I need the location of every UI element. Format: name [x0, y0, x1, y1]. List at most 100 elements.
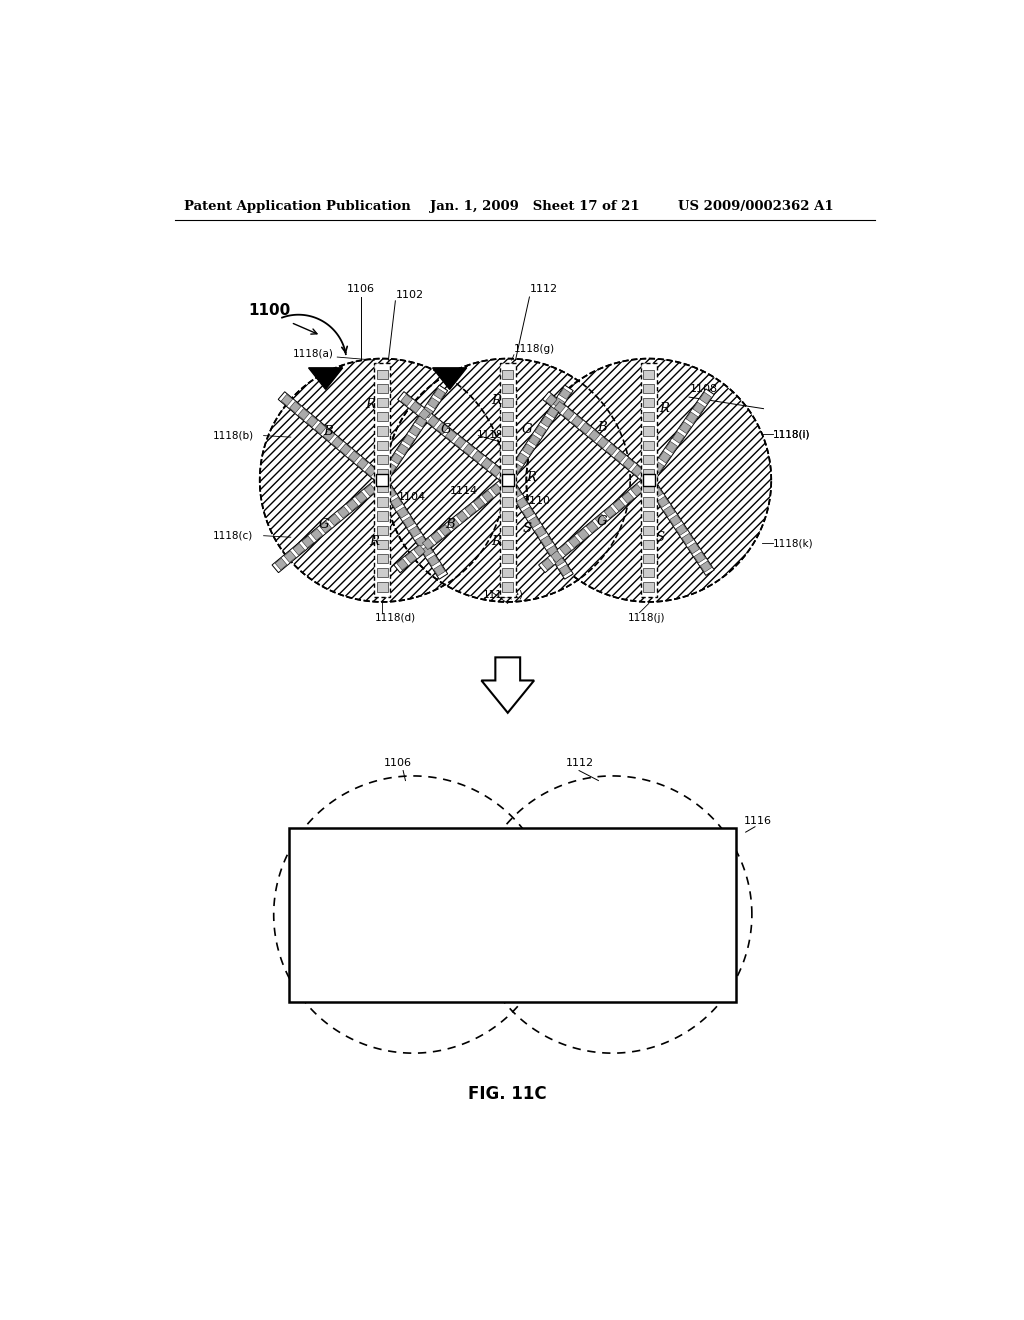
Bar	[643, 384, 654, 393]
Polygon shape	[419, 408, 430, 420]
Bar	[377, 568, 388, 577]
Polygon shape	[535, 527, 546, 537]
Polygon shape	[546, 395, 557, 405]
Polygon shape	[455, 437, 466, 449]
Polygon shape	[699, 392, 712, 404]
Bar	[502, 469, 513, 478]
Polygon shape	[700, 561, 712, 573]
Bar	[377, 412, 388, 421]
Polygon shape	[528, 516, 540, 528]
Polygon shape	[428, 397, 439, 409]
Polygon shape	[365, 484, 376, 496]
Polygon shape	[547, 407, 558, 418]
Polygon shape	[673, 432, 684, 444]
Text: 1108: 1108	[690, 384, 718, 395]
Polygon shape	[693, 403, 705, 413]
Polygon shape	[645, 471, 657, 483]
Polygon shape	[340, 444, 351, 455]
Polygon shape	[595, 513, 607, 525]
Polygon shape	[397, 392, 511, 484]
Polygon shape	[631, 484, 643, 496]
Polygon shape	[391, 498, 402, 508]
Polygon shape	[516, 453, 527, 465]
Polygon shape	[434, 565, 445, 576]
Polygon shape	[394, 477, 511, 573]
Polygon shape	[290, 401, 301, 413]
Polygon shape	[504, 471, 516, 483]
Polygon shape	[614, 451, 626, 462]
Polygon shape	[666, 441, 678, 453]
Polygon shape	[422, 539, 434, 549]
Polygon shape	[551, 550, 562, 562]
Polygon shape	[385, 487, 396, 499]
Polygon shape	[526, 359, 771, 602]
Bar	[500, 363, 515, 598]
Polygon shape	[332, 437, 343, 449]
Polygon shape	[504, 478, 516, 490]
Polygon shape	[473, 498, 484, 508]
Bar	[643, 568, 654, 577]
Polygon shape	[490, 483, 502, 495]
Polygon shape	[279, 392, 385, 484]
Bar	[502, 474, 514, 487]
Bar	[643, 412, 654, 421]
Text: 1118(i): 1118(i)	[773, 429, 810, 440]
Polygon shape	[396, 558, 409, 570]
Text: 1112: 1112	[566, 758, 594, 768]
Bar	[377, 540, 388, 549]
Text: 1118(e): 1118(e)	[483, 590, 524, 599]
Polygon shape	[587, 521, 598, 533]
Text: R: R	[659, 403, 670, 416]
Polygon shape	[400, 395, 413, 407]
Polygon shape	[410, 425, 421, 437]
Bar	[502, 454, 513, 463]
Bar	[377, 397, 388, 407]
Polygon shape	[431, 532, 442, 543]
Polygon shape	[589, 430, 600, 441]
Polygon shape	[499, 473, 510, 483]
Polygon shape	[553, 554, 564, 566]
Bar	[377, 441, 388, 450]
Polygon shape	[410, 401, 421, 413]
Polygon shape	[272, 477, 385, 573]
Text: 1116: 1116	[744, 816, 772, 825]
Text: 1112: 1112	[529, 284, 558, 294]
Text: FIG. 11C: FIG. 11C	[468, 1085, 547, 1104]
Text: R: R	[492, 395, 501, 408]
Polygon shape	[338, 507, 349, 519]
Bar	[377, 582, 388, 591]
Polygon shape	[623, 458, 634, 470]
Bar	[502, 426, 513, 436]
Bar	[502, 498, 513, 507]
Polygon shape	[432, 368, 467, 389]
Polygon shape	[694, 552, 706, 564]
Bar	[377, 525, 388, 535]
Polygon shape	[465, 504, 476, 516]
Polygon shape	[410, 527, 421, 537]
Polygon shape	[578, 528, 589, 540]
Polygon shape	[366, 465, 377, 477]
Bar	[377, 554, 388, 564]
Polygon shape	[606, 444, 617, 455]
Polygon shape	[613, 499, 625, 511]
Polygon shape	[324, 430, 335, 441]
Polygon shape	[645, 478, 656, 490]
Bar	[643, 554, 654, 564]
Polygon shape	[284, 550, 296, 562]
Polygon shape	[640, 477, 651, 488]
Polygon shape	[329, 513, 340, 525]
Polygon shape	[436, 422, 449, 434]
Bar	[502, 540, 513, 549]
Polygon shape	[379, 471, 390, 483]
Polygon shape	[311, 528, 323, 540]
Polygon shape	[535, 425, 546, 437]
Polygon shape	[447, 517, 460, 529]
Polygon shape	[378, 385, 447, 483]
Text: R: R	[526, 471, 536, 484]
Polygon shape	[510, 462, 522, 474]
Polygon shape	[571, 416, 583, 428]
Bar	[502, 397, 513, 407]
Polygon shape	[457, 511, 468, 523]
Text: 1118(c): 1118(c)	[213, 531, 254, 541]
Bar	[377, 498, 388, 507]
